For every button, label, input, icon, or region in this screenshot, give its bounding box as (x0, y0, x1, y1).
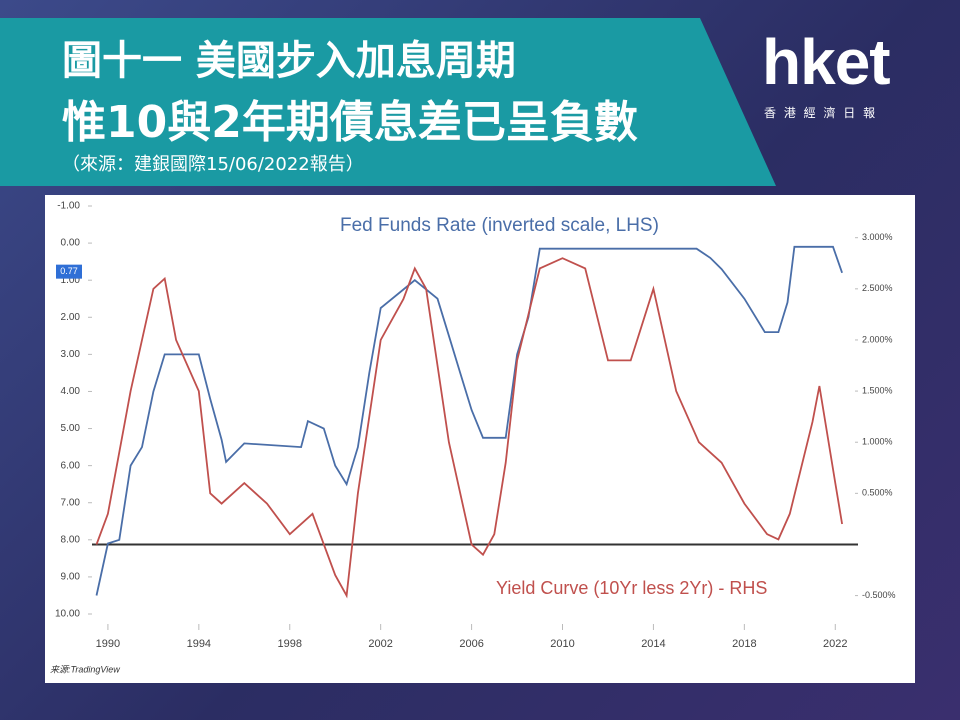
logo: hket (762, 26, 891, 98)
x-tick-label: 2018 (732, 638, 756, 650)
series-line (95, 257, 843, 599)
title-line: 圖十一 美國步入加息周期 (62, 38, 516, 84)
y2-tick-label: -0.500% (862, 590, 896, 600)
y-tick-label: 3.00 (61, 349, 81, 360)
x-tick-label: 1994 (187, 638, 211, 650)
series-line (95, 245, 843, 596)
y2-tick-label: 2.500% (862, 283, 893, 293)
y2-tick-label: 3.000% (862, 232, 893, 242)
title-line: 惟10與2年期債息差已呈負數 (62, 97, 638, 148)
credit: 来源:TradingView (50, 664, 120, 674)
last-value-label: 0.77 (60, 266, 78, 276)
y-tick-label: 6.00 (61, 460, 81, 471)
x-tick-label: 2010 (550, 638, 574, 650)
legend-entry: Fed Funds Rate (inverted scale, LHS) (340, 215, 659, 236)
source-note: （來源：建銀國際15/06/2022報告） (62, 154, 364, 175)
y-tick-label: 10.00 (55, 609, 80, 620)
x-tick-label: 1998 (278, 638, 302, 650)
y-tick-label: 1.00 (61, 275, 81, 286)
y-tick-label: 0.00 (61, 238, 81, 249)
y-tick-label: 5.00 (61, 423, 81, 434)
y-tick-label: 7.00 (61, 497, 81, 508)
y2-tick-label: 1.500% (862, 385, 893, 395)
legend-entry: Yield Curve (10Yr less 2Yr) - RHS (496, 578, 767, 598)
chart-panel (45, 195, 915, 683)
y-tick-label: -1.00 (57, 201, 80, 212)
title-banner (0, 18, 776, 186)
last-value-badge (56, 264, 82, 279)
y-tick-label: 8.00 (61, 534, 81, 545)
logo-subtitle: 香 港 經 濟 日 報 (764, 106, 878, 120)
y-tick-label: 2.00 (61, 312, 81, 323)
x-tick-label: 2006 (459, 638, 483, 650)
y-tick-label: 9.00 (61, 572, 81, 583)
x-tick-label: 2022 (823, 638, 847, 650)
x-tick-label: 2014 (641, 638, 665, 650)
x-tick-label: 1990 (96, 638, 120, 650)
y-tick-label: 4.00 (61, 386, 81, 397)
y2-tick-label: 1.000% (862, 437, 893, 447)
x-tick-label: 2002 (368, 638, 392, 650)
y2-tick-label: 2.000% (862, 334, 893, 344)
y2-tick-label: 0.500% (862, 488, 893, 498)
